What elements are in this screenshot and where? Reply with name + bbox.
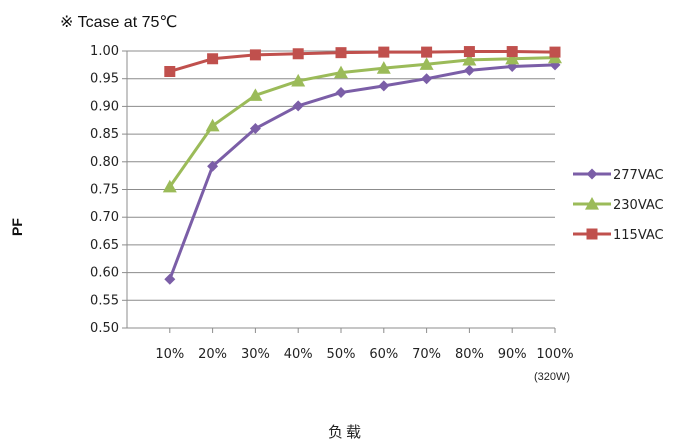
data-point <box>207 53 219 65</box>
data-point <box>249 49 261 61</box>
data-point <box>162 179 177 193</box>
series-line <box>169 50 556 73</box>
series-277VAC <box>164 59 561 285</box>
series-230VAC <box>162 50 562 193</box>
data-point <box>164 273 176 285</box>
series-line <box>168 56 556 188</box>
data-point <box>207 160 219 172</box>
x-axis-note: (320W) <box>534 371 570 383</box>
y-tick-label: 0.75 <box>90 183 119 198</box>
y-tick-label: 0.95 <box>90 72 119 87</box>
x-tick-labels: 10% 20% 30% 40% 50% 60% 70% 80% 90% 100% <box>155 347 573 362</box>
y-tick-labels: 0.50 0.55 0.60 0.65 0.70 0.75 0.80 0.85 0.90 0.95… <box>90 44 119 336</box>
data-point <box>335 87 347 99</box>
y-tick-label: 0.80 <box>90 155 119 170</box>
data-point <box>506 46 518 58</box>
legend: 277VAC 230VAC 115VAC <box>573 168 664 243</box>
data-point <box>549 46 561 58</box>
legend-label: 230VAC <box>613 198 664 213</box>
data-point <box>335 47 347 59</box>
data-point <box>248 88 263 101</box>
x-tick-label: 30% <box>241 347 270 362</box>
data-point <box>334 65 348 79</box>
x-tick-label: 70% <box>412 347 441 362</box>
data-point <box>164 65 176 77</box>
x-tick-label: 60% <box>369 347 398 362</box>
data-point <box>419 57 434 70</box>
data-point <box>291 73 306 87</box>
data-point <box>292 100 304 112</box>
y-tick-label: 0.65 <box>90 238 119 253</box>
data-point <box>292 48 304 60</box>
legend-marker <box>586 228 598 240</box>
data-point <box>376 61 391 74</box>
data-point <box>205 118 220 132</box>
chart-title: ※ Tcase at 75℃ <box>60 14 177 31</box>
data-point <box>462 52 477 66</box>
x-tick-label: 90% <box>498 347 527 362</box>
x-tick-label: 20% <box>198 347 227 362</box>
legend-marker <box>585 197 599 210</box>
y-tick-label: 0.90 <box>90 99 119 114</box>
y-tick-label: 0.55 <box>90 293 119 308</box>
legend-marker <box>586 168 598 180</box>
y-axis-label: PF <box>9 218 25 236</box>
x-tick-label: 50% <box>327 347 356 362</box>
data-point <box>378 46 390 58</box>
series-line <box>168 63 556 280</box>
y-tick-label: 0.70 <box>90 210 119 225</box>
data-point <box>378 80 390 92</box>
x-tick-label: 40% <box>284 347 313 362</box>
series-lines <box>162 46 562 285</box>
legend-item: 115VAC <box>573 228 664 243</box>
x-tick-label: 10% <box>155 347 184 362</box>
y-tick-label: 0.85 <box>90 127 119 142</box>
axes <box>122 50 556 333</box>
series-115VAC <box>164 46 561 77</box>
data-point <box>421 73 433 85</box>
data-point <box>421 46 433 58</box>
y-tick-label: 0.60 <box>90 266 119 281</box>
legend-label: 277VAC <box>613 168 664 183</box>
data-point <box>249 123 261 135</box>
grid <box>127 50 555 329</box>
data-point <box>505 51 520 65</box>
legend-item: 277VAC <box>573 168 664 183</box>
y-tick-label: 1.00 <box>90 44 119 59</box>
data-point <box>463 64 475 76</box>
legend-label: 115VAC <box>613 228 664 243</box>
x-tick-label: 80% <box>455 347 484 362</box>
x-axis-label: 负载 <box>328 423 364 441</box>
x-tick-label: 100% <box>536 347 573 362</box>
legend-item: 230VAC <box>573 197 664 213</box>
y-tick-label: 0.50 <box>90 321 119 336</box>
data-point <box>463 46 475 58</box>
